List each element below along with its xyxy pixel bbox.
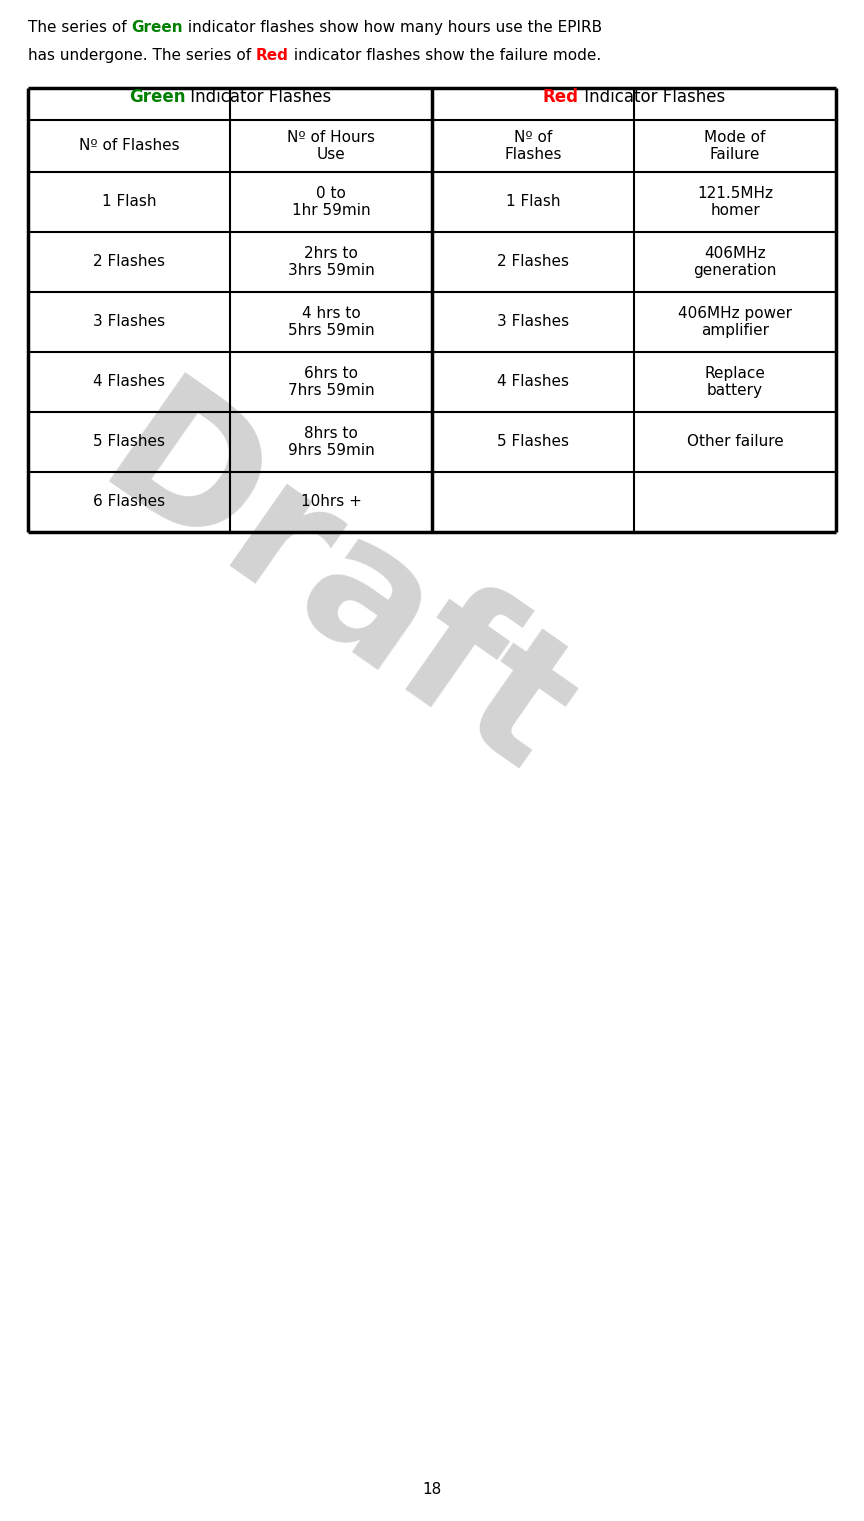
Text: 5 Flashes: 5 Flashes	[93, 435, 165, 450]
Text: has undergone. The series of: has undergone. The series of	[28, 49, 256, 62]
Text: Mode of
Failure: Mode of Failure	[704, 129, 766, 163]
Text: 18: 18	[422, 1483, 442, 1498]
Text: 3 Flashes: 3 Flashes	[497, 315, 569, 330]
Text: 121.5MHz
homer: 121.5MHz homer	[697, 186, 773, 218]
Text: Replace
battery: Replace battery	[704, 365, 766, 399]
Text: Draft: Draft	[69, 367, 600, 812]
Text: 3 Flashes: 3 Flashes	[93, 315, 165, 330]
Text: Indicator Flashes: Indicator Flashes	[185, 88, 332, 106]
Text: Green: Green	[131, 20, 183, 35]
Text: 5 Flashes: 5 Flashes	[497, 435, 569, 450]
Text: 2 Flashes: 2 Flashes	[497, 254, 569, 269]
Text: Nº of Hours
Use: Nº of Hours Use	[287, 129, 375, 163]
Text: Red: Red	[543, 88, 579, 106]
Text: 6hrs to
7hrs 59min: 6hrs to 7hrs 59min	[288, 365, 374, 399]
Text: Other failure: Other failure	[687, 435, 784, 450]
Text: 406MHz
generation: 406MHz generation	[693, 246, 777, 278]
Text: 2hrs to
3hrs 59min: 2hrs to 3hrs 59min	[288, 246, 374, 278]
Text: 2 Flashes: 2 Flashes	[93, 254, 165, 269]
Text: 4 Flashes: 4 Flashes	[93, 374, 165, 389]
Text: Red: Red	[256, 49, 289, 62]
Text: 6 Flashes: 6 Flashes	[93, 494, 165, 510]
Text: Green: Green	[129, 88, 185, 106]
Text: indicator flashes show how many hours use the EPIRB: indicator flashes show how many hours us…	[183, 20, 602, 35]
Text: Indicator Flashes: Indicator Flashes	[579, 88, 725, 106]
Text: The series of: The series of	[28, 20, 131, 35]
Text: 406MHz power
amplifier: 406MHz power amplifier	[678, 306, 792, 338]
Text: 1 Flash: 1 Flash	[505, 195, 560, 210]
Text: Nº of
Flashes: Nº of Flashes	[505, 129, 562, 163]
Text: 8hrs to
9hrs 59min: 8hrs to 9hrs 59min	[288, 426, 374, 458]
Text: indicator flashes show the failure mode.: indicator flashes show the failure mode.	[289, 49, 601, 62]
Text: 4 hrs to
5hrs 59min: 4 hrs to 5hrs 59min	[288, 306, 374, 338]
Text: 10hrs +: 10hrs +	[301, 494, 361, 510]
Text: 0 to
1hr 59min: 0 to 1hr 59min	[292, 186, 371, 218]
Text: 4 Flashes: 4 Flashes	[497, 374, 569, 389]
Text: 1 Flash: 1 Flash	[102, 195, 156, 210]
Text: Nº of Flashes: Nº of Flashes	[79, 138, 180, 154]
